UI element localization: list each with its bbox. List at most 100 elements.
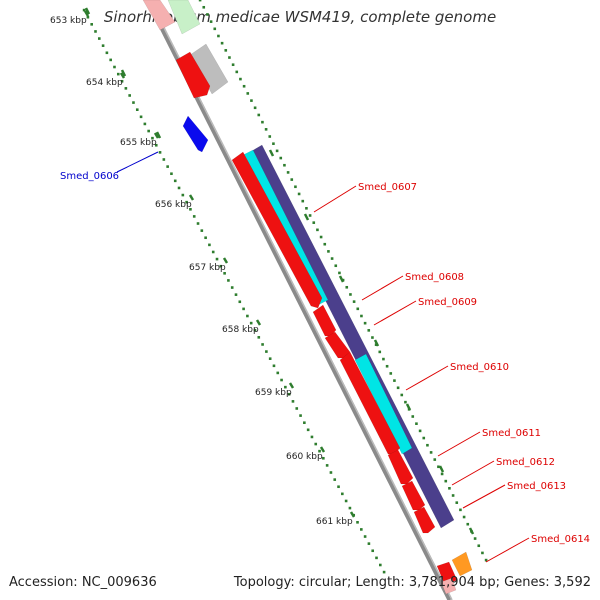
gc-dot-inner (90, 23, 93, 26)
gc-dot-inner (348, 506, 352, 510)
accession-text: Accession: NC_009636 (9, 575, 157, 590)
gc-dot-inner (249, 321, 253, 325)
gc-dot-inner (208, 243, 211, 247)
gc-dot-outer (217, 34, 220, 38)
gc-dot-inner (181, 193, 185, 197)
tick-mark (155, 131, 162, 139)
gc-dot-outer (363, 321, 367, 325)
tick-mark (349, 511, 356, 518)
gc-dot-inner (166, 165, 169, 168)
gc-dot-outer (415, 422, 418, 425)
tick-label: 660 kbp (286, 452, 323, 462)
gc-dot-inner (227, 279, 230, 282)
gc-dot-outer (224, 49, 228, 52)
gene-label: Smed_0606 (60, 171, 119, 182)
gene-leader-line (462, 484, 506, 509)
gc-dot-outer (338, 271, 341, 275)
gc-dot-outer (385, 364, 389, 368)
tick-label: 655 kbp (120, 138, 157, 148)
gc-dot-outer (484, 558, 488, 562)
gene-labels: Smed_0606 Smed_0607 Smed_0608 Smed_0609 Smed… (60, 151, 590, 563)
tick-label: 661 kbp (316, 517, 353, 527)
cds-feature (413, 506, 436, 534)
gc-dot-outer (473, 537, 477, 540)
gc-dot-inner (132, 101, 135, 104)
gc-dot-outer (206, 13, 209, 16)
gc-dot-inner (109, 58, 112, 62)
cds-feature (231, 151, 323, 309)
tick-mark (188, 194, 195, 201)
gene-leader-line (451, 460, 495, 486)
tick-label: 657 kbp (189, 263, 226, 273)
gc-dot-outer (429, 451, 433, 454)
gc-dot-outer (389, 372, 393, 375)
gc-dot-outer (378, 350, 382, 354)
gene-leader-line (485, 537, 530, 563)
gc-dot-outer (283, 163, 286, 167)
gc-dot-inner (200, 229, 204, 232)
tick-mark (288, 382, 295, 389)
gc-dot-inner (128, 94, 131, 97)
tick-label: 653 kbp (50, 16, 87, 26)
gc-dot-outer (316, 228, 319, 232)
gc-dot-inner (341, 492, 344, 496)
gc-dot-outer (352, 300, 356, 303)
gc-dot-inner (329, 471, 333, 474)
gc-dot-inner (253, 328, 257, 332)
gc-dot-inner (314, 442, 318, 446)
gc-dot-outer (327, 250, 330, 253)
gc-dot-outer (231, 63, 235, 67)
gc-dot-inner (322, 456, 325, 460)
gc-dot-inner (280, 378, 283, 382)
misc-feature (451, 551, 473, 577)
gene-label: Smed_0607 (358, 182, 417, 193)
tick-mark (83, 10, 90, 17)
cds-feature (401, 480, 426, 511)
tick-label: 656 kbp (155, 200, 192, 210)
gc-dot-inner (382, 570, 386, 574)
gc-dot-inner (185, 200, 188, 204)
gene-leader-line (405, 365, 449, 391)
tick-mark (255, 319, 262, 326)
tick-label: 659 kbp (255, 388, 292, 398)
gc-dot-inner (276, 371, 280, 375)
cds-feature (387, 449, 414, 485)
gc-dot-inner (291, 400, 295, 403)
gene-label: Smed_0613 (507, 481, 566, 492)
gc-dot-outer (202, 5, 206, 9)
gc-dot-inner (151, 136, 154, 140)
gc-dot-outer (455, 501, 459, 504)
kbp-ticks: 653 kbp 654 kbp 655 kbp 656 kbp 657 kbp 658 k… (50, 7, 475, 535)
tick-mark (84, 7, 91, 15)
gc-dot-outer (305, 207, 308, 210)
gc-dot-outer (345, 285, 349, 289)
faded-feature (142, 0, 176, 31)
gc-dot-inner (272, 364, 276, 368)
gc-dot-outer (308, 214, 312, 217)
gc-dot-outer (239, 77, 242, 81)
gc-dot-outer (426, 443, 429, 447)
gc-dot-inner (246, 314, 249, 318)
gc-dot-outer (250, 99, 253, 102)
gc-dot-outer (286, 171, 290, 174)
tick-mark (468, 527, 475, 535)
gc-dot-outer (349, 293, 352, 296)
gc-dot-outer (264, 128, 268, 131)
gc-dot-inner (135, 108, 139, 111)
gc-dot-outer (393, 379, 396, 382)
gc-dot-outer (444, 479, 448, 483)
gc-dot-inner (223, 272, 226, 275)
gc-dot-outer (198, 0, 202, 2)
gc-dot-inner (230, 286, 234, 289)
gc-dot-inner (147, 129, 150, 133)
topology-summary: Topology: circular; Length: 3,781,904 bp… (233, 575, 591, 590)
gc-dot-inner (170, 172, 173, 176)
gc-dot-inner (379, 563, 382, 567)
gc-dot-inner (154, 143, 158, 147)
gc-dot-outer (462, 515, 466, 519)
gc-dot-outer (477, 544, 481, 548)
gc-dot-outer (294, 185, 297, 189)
gene-label: Smed_0609 (418, 297, 477, 308)
gc-dot-inner (333, 478, 337, 481)
